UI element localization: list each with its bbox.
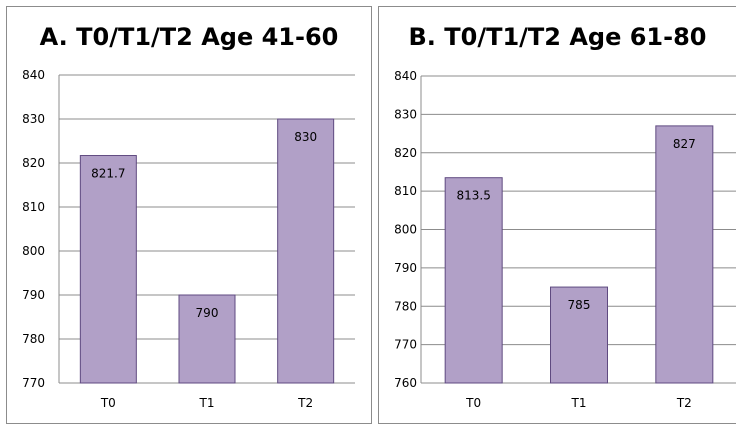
y-tick-label: 770 — [394, 338, 417, 352]
y-tick-label: 760 — [394, 376, 417, 390]
chart-title: A. T0/T1/T2 Age 41-60 — [39, 23, 339, 51]
y-tick-label: 830 — [22, 112, 45, 126]
data-label: 790 — [196, 306, 219, 320]
bar-t2 — [277, 118, 335, 384]
chart-panel-b: B. T0/T1/T2 Age 61-80 760 770 780 790 800 810… — [378, 6, 736, 424]
y-tick-label: 820 — [22, 156, 45, 170]
y-tick-label: 810 — [22, 200, 45, 214]
x-tick-label: T0 — [100, 396, 116, 410]
x-tick-label: T1 — [571, 396, 587, 410]
x-tick-label: T0 — [465, 396, 481, 410]
bar-t2 — [655, 125, 714, 384]
bar-t0 — [79, 155, 137, 384]
y-tick-label: 820 — [394, 146, 417, 160]
chart-panel-a: A. T0/T1/T2 Age 41-60 770 780 790 800 810 820… — [6, 6, 372, 424]
chart-title: B. T0/T1/T2 Age 61-80 — [408, 23, 707, 51]
data-label: 785 — [568, 298, 591, 312]
y-tick-label: 770 — [22, 376, 45, 390]
y-tick-label: 840 — [22, 68, 45, 82]
y-tick-label: 810 — [394, 184, 417, 198]
y-tick-label: 790 — [394, 261, 417, 275]
chart-b: 760 770 780 790 800 810 820 830 840 813.5 T0 785 T1 8… — [394, 69, 736, 410]
x-tick-label: T1 — [199, 396, 215, 410]
y-tick-label: 780 — [394, 299, 417, 313]
y-tick-label: 780 — [22, 332, 45, 346]
x-tick-label: T2 — [297, 396, 313, 410]
data-label: 827 — [673, 137, 696, 151]
y-tick-label: 800 — [394, 223, 417, 237]
y-tick-label: 830 — [394, 107, 417, 121]
y-tick-label: 840 — [394, 69, 417, 83]
x-tick-label: T2 — [676, 396, 692, 410]
chart-a: 770 780 790 800 810 820 830 840 821.7 T0 790 T1 830 T… — [22, 68, 355, 410]
bar-t1 — [550, 286, 608, 384]
y-tick-label: 790 — [22, 288, 45, 302]
bar-t1 — [178, 294, 236, 384]
data-label: 821.7 — [91, 167, 125, 181]
y-tick-label: 800 — [22, 244, 45, 258]
data-label: 830 — [294, 130, 317, 144]
data-label: 813.5 — [456, 189, 490, 203]
bar-t0 — [444, 177, 503, 384]
